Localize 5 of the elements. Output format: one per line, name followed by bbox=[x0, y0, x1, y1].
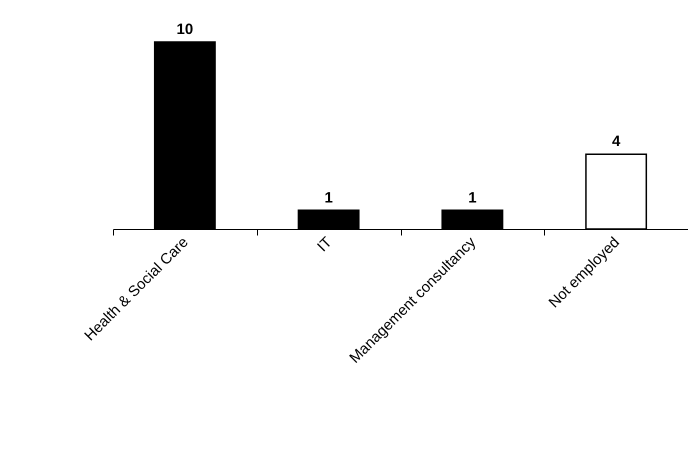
x-tick-label: IT bbox=[314, 234, 336, 256]
data-label: 10 bbox=[176, 21, 194, 38]
data-label: 1 bbox=[324, 189, 333, 206]
data-label: 4 bbox=[612, 133, 621, 150]
data-label: 1 bbox=[468, 189, 477, 206]
